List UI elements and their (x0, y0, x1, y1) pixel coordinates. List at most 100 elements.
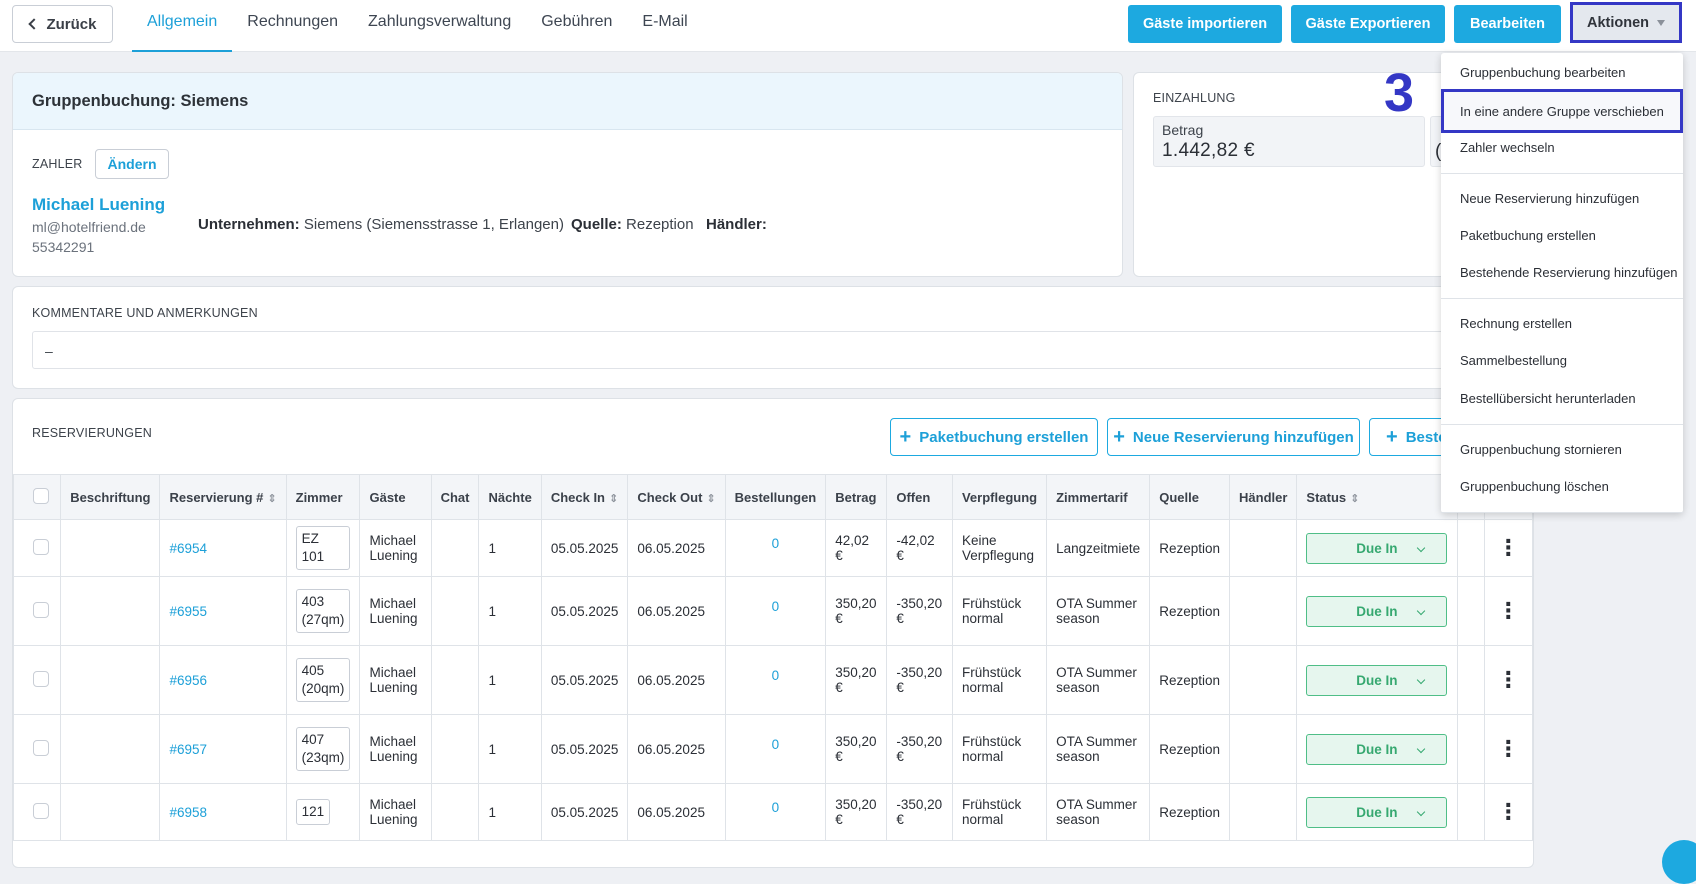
reservation-link[interactable]: #6957 (169, 741, 208, 757)
sort-icon: ⇕ (267, 492, 277, 505)
chevron-down-icon (1417, 675, 1426, 684)
status-label: Due In (1356, 540, 1398, 556)
sort-icon: ⇕ (706, 492, 716, 505)
tab-allgemein[interactable]: Allgemein (132, 0, 233, 52)
board-cell: Frühstück normal (951, 645, 1048, 715)
status-dropdown[interactable]: Due In (1306, 595, 1448, 627)
more-vert-icon[interactable]: ⋮ (1497, 799, 1520, 824)
row-checkbox[interactable] (33, 601, 49, 618)
menu-item-create-package[interactable]: Paketbuchung erstellen (1460, 227, 1596, 243)
status-dropdown[interactable]: Due In (1306, 664, 1448, 696)
menu-item-change-payer[interactable]: Zahler wechseln (1460, 139, 1555, 155)
import-guests-button[interactable]: Gäste importieren (1128, 5, 1282, 43)
col-checkin-label: Check In (550, 489, 605, 505)
orders-count[interactable]: 0 (771, 598, 780, 614)
board-cell: Frühstück normal (951, 714, 1048, 784)
orders-count[interactable]: 0 (771, 799, 780, 815)
tab-rechnungen[interactable]: Rechnungen (247, 13, 339, 30)
orders-count[interactable]: 0 (771, 736, 780, 752)
menu-item-move-to-group[interactable]: In eine andere Gruppe verschieben (1441, 89, 1683, 133)
reservation-link[interactable]: #6954 (169, 540, 208, 556)
col-reservation-number[interactable]: Reservierung # ⇕ (159, 474, 287, 520)
payer-name-link[interactable]: Michael Luening (32, 195, 166, 214)
chevron-down-icon (1417, 543, 1426, 552)
deposit-amount-box: Betrag 1.442,82 € (1153, 116, 1425, 167)
company-value: Siemens (Siemensstrasse 1, Erlangen) (303, 216, 564, 233)
comments-field[interactable]: – (32, 331, 1532, 369)
col-rate: Zimmertarif (1046, 474, 1151, 520)
open-cell: -42,02 € (886, 519, 953, 577)
dealer-info: Händler: (706, 216, 767, 233)
reservation-link[interactable]: #6955 (169, 603, 208, 619)
checkin-cell: 05.05.2025 (540, 783, 629, 841)
row-checkbox[interactable] (33, 802, 49, 819)
status-dropdown[interactable]: Due In (1306, 532, 1448, 564)
plus-icon: + (1386, 426, 1398, 448)
reservation-link[interactable]: #6956 (169, 672, 208, 688)
col-checkout[interactable]: Check Out ⇕ (627, 474, 726, 520)
edit-button[interactable]: Bearbeiten (1454, 5, 1561, 43)
menu-item-delete-group[interactable]: Gruppenbuchung löschen (1460, 478, 1609, 494)
checkin-cell: 05.05.2025 (540, 519, 629, 577)
amount-cell: 350,20 € (825, 576, 888, 646)
more-vert-icon[interactable]: ⋮ (1497, 598, 1520, 623)
actions-button[interactable]: Aktionen (1570, 2, 1682, 43)
menu-item-create-invoice[interactable]: Rechnung erstellen (1460, 315, 1573, 331)
chevron-down-icon (1417, 744, 1426, 753)
orders-count[interactable]: 0 (771, 667, 780, 683)
reservations-card: RESERVIERUNGEN + Paketbuchung erstellen … (12, 398, 1534, 868)
row-checkbox[interactable] (33, 739, 49, 756)
checkout-cell: 06.05.2025 (627, 645, 726, 715)
checkin-cell: 05.05.2025 (540, 645, 629, 715)
checkout-cell: 06.05.2025 (627, 783, 726, 841)
tab-email[interactable]: E-Mail (642, 13, 688, 30)
col-checkin[interactable]: Check In ⇕ (540, 474, 629, 520)
top-bar: Zurück Allgemein Rechnungen Zahlungsverw… (0, 0, 1696, 52)
more-vert-icon[interactable]: ⋮ (1497, 535, 1520, 560)
checkin-cell: 05.05.2025 (540, 714, 629, 784)
tab-gebuehren[interactable]: Gebühren (541, 13, 613, 30)
status-dropdown[interactable]: Due In (1306, 733, 1448, 765)
chevron-down-icon (1417, 807, 1426, 816)
create-package-button[interactable]: + Paketbuchung erstellen (890, 418, 1098, 456)
menu-item-add-existing[interactable]: Bestehende Reservierung hinzufügen (1460, 264, 1678, 280)
source-info: Quelle: Rezeption (571, 216, 694, 233)
menu-divider (1441, 173, 1683, 174)
new-reservation-button[interactable]: + Neue Reservierung hinzufügen (1107, 418, 1360, 456)
back-button[interactable]: Zurück (12, 5, 113, 43)
reservations-table: Beschriftung Reservierung # ⇕ Zimmer Gäst… (13, 474, 1533, 841)
row-checkbox[interactable] (33, 538, 49, 555)
menu-item-download-orders[interactable]: Bestellübersicht herunterladen (1460, 390, 1636, 406)
status-dropdown[interactable]: Due In (1306, 796, 1448, 828)
export-guests-button[interactable]: Gäste Exportieren (1291, 5, 1445, 43)
help-chat-icon[interactable] (1662, 840, 1696, 884)
select-all-checkbox[interactable] (33, 487, 49, 504)
open-cell: -350,20 € (886, 645, 953, 715)
menu-item-edit-group[interactable]: Gruppenbuchung bearbeiten (1460, 64, 1626, 80)
guest-cell: Michael Luening (359, 519, 432, 577)
checkout-cell: 06.05.2025 (627, 576, 726, 646)
menu-item-new-reservation[interactable]: Neue Reservierung hinzufügen (1460, 190, 1640, 206)
guest-cell: Michael Luening (359, 714, 432, 784)
menu-item-bulk-order[interactable]: Sammelbestellung (1460, 352, 1567, 368)
orders-count[interactable]: 0 (771, 535, 780, 551)
col-source: Quelle (1149, 474, 1231, 520)
more-vert-icon[interactable]: ⋮ (1497, 736, 1520, 761)
group-booking-card: Gruppenbuchung: Siemens ZAHLER Ändern Mi… (12, 72, 1123, 277)
row-checkbox[interactable] (33, 670, 49, 687)
tab-zahlungsverwaltung[interactable]: Zahlungsverwaltung (368, 13, 512, 30)
col-checkout-label: Check Out (637, 489, 703, 505)
reservation-link[interactable]: #6958 (169, 804, 208, 820)
col-beschriftung: Beschriftung (60, 474, 161, 520)
col-status[interactable]: Status ⇕ (1296, 474, 1458, 520)
source-cell: Rezeption (1149, 519, 1231, 577)
change-payer-button[interactable]: Ändern (95, 149, 169, 179)
deposit-amount-value: 1.442,82 € (1162, 140, 1255, 161)
open-cell: -350,20 € (886, 783, 953, 841)
amount-cell: 350,20 € (825, 783, 888, 841)
actions-dropdown-menu: Gruppenbuchung bearbeiten In eine andere… (1441, 53, 1683, 513)
more-vert-icon[interactable]: ⋮ (1497, 667, 1520, 692)
table-row: #6955 403 (27qm) Michael Luening 1 05.05… (13, 576, 1533, 646)
nights-cell: 1 (478, 576, 542, 646)
menu-item-cancel-group[interactable]: Gruppenbuchung stornieren (1460, 441, 1622, 457)
